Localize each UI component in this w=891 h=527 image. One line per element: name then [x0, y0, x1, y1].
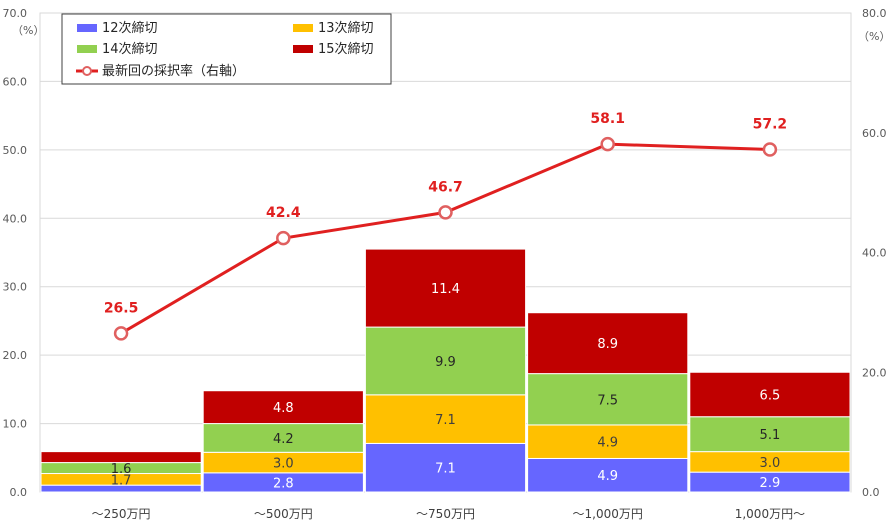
rate-value-label: 26.5 — [104, 300, 139, 316]
legend-line-marker — [82, 66, 92, 76]
legend-swatch — [293, 24, 313, 32]
rate-line: 26.5 42.4 46.7 58.1 57.2 — [104, 111, 788, 341]
bar-segment — [364, 326, 527, 396]
rate-point — [762, 142, 778, 157]
legend-swatch — [77, 45, 97, 53]
rate-value-label: 57.2 — [753, 117, 788, 133]
bar-segment — [364, 248, 527, 328]
y-left-tick-label: 10.0 — [3, 418, 28, 431]
bar-value-label: 3.0 — [760, 456, 781, 471]
bar-value-label: 1.7 — [111, 473, 132, 488]
legend-swatch — [293, 45, 313, 53]
bar-value-label: 7.1 — [435, 413, 456, 428]
y-left-tick-label: 50.0 — [3, 144, 28, 157]
bar-value-label: 4.2 — [273, 432, 294, 447]
legend-swatch — [77, 24, 97, 32]
rate-value-label: 46.7 — [428, 179, 463, 195]
y-left-tick-label: 60.0 — [3, 75, 28, 88]
y-left-tick-label: 0.0 — [10, 486, 28, 499]
bar-value-label: 7.5 — [597, 393, 618, 408]
bar-value-label: 3.0 — [273, 457, 294, 472]
rate-value-label: 42.4 — [266, 205, 301, 221]
axes: 0.0 10.0 20.0 30.0 40.0 50.0 60.0 70.0 0.0 20.0 40… — [3, 7, 891, 521]
bar-value-label: 4.9 — [597, 436, 618, 451]
rate-value-label: 58.1 — [590, 111, 625, 127]
bar-segment — [202, 390, 364, 425]
y-right-unit: （%） — [858, 30, 890, 43]
bar-segment — [40, 451, 202, 464]
y-left-tick-label: 40.0 — [3, 212, 28, 225]
bar-value-label: 8.9 — [597, 337, 618, 352]
bar-segment — [364, 442, 527, 493]
rate-point — [276, 230, 291, 246]
y-right-tick-label: 20.0 — [862, 366, 887, 379]
x-category-label: ～500万円 — [254, 507, 313, 521]
bar-value-label: 2.9 — [760, 476, 781, 491]
legend-label: 13次締切 — [318, 20, 374, 36]
rate-point — [438, 205, 453, 220]
bar-segment — [527, 312, 689, 375]
y-right-tick-label: 60.0 — [862, 127, 887, 140]
rate-point — [600, 136, 615, 152]
x-category-label: ～1,000万円 — [573, 507, 643, 521]
x-category-label: ～250万円 — [92, 507, 151, 521]
bar-value-label: 9.9 — [435, 355, 456, 370]
x-category-label: 1,000万円～ — [735, 507, 805, 521]
bar-value-label: 4.8 — [273, 401, 294, 416]
rate-point — [113, 326, 129, 341]
y-left-unit: （%） — [12, 24, 44, 37]
bar-value-label: 11.4 — [431, 282, 460, 297]
bar-segment — [527, 457, 689, 493]
legend-box — [61, 13, 392, 85]
bar-segment — [689, 371, 851, 418]
legend-label: 最新回の採択率（右軸） — [102, 63, 245, 79]
bar-value-label: 7.1 — [435, 462, 456, 477]
y-left-tick-label: 20.0 — [3, 349, 28, 362]
bar-value-label: 1.6 — [111, 462, 132, 477]
bar-segment — [689, 416, 851, 453]
bar-segment — [527, 373, 689, 426]
y-left-tick-label: 70.0 — [3, 7, 28, 20]
bar-value-label: 6.5 — [760, 388, 781, 403]
bar-value-label: 2.8 — [273, 476, 294, 491]
bars: 1.71.6 2.8 3.0 4.2 4.8 7.1 7.1 9.9 11.4 4.9 4.9 7.5… — [40, 248, 851, 493]
x-category-label: ～750万円 — [416, 507, 475, 521]
y-right-tick-label: 80.0 — [862, 7, 887, 20]
legend-label: 12次締切 — [102, 20, 158, 36]
y-right-tick-label: 40.0 — [862, 247, 887, 260]
bar-value-label: 5.1 — [760, 428, 781, 443]
y-left-tick-label: 30.0 — [3, 281, 28, 294]
bar-value-label: 4.9 — [597, 469, 618, 484]
y-right-tick-label: 0.0 — [862, 486, 880, 499]
legend-label: 15次締切 — [318, 41, 374, 57]
legend-label: 14次締切 — [102, 41, 158, 57]
bar-segment — [202, 423, 364, 453]
